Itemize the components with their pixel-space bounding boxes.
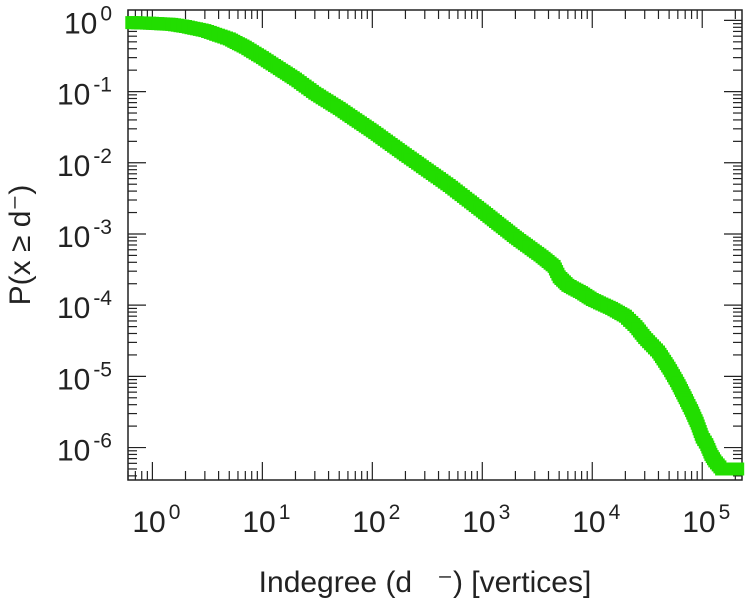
y-tick-label: 10 -1 [57,74,112,112]
x-axis-label: Indegree (d ⁻) [vertices] [259,566,592,599]
y-axis-label: P(x ≥ d⁻) [4,185,37,306]
x-tick-label: 10 0 [132,501,180,539]
y-tick-label: 10 0 [64,2,112,40]
x-tick-label: 10 2 [352,501,400,539]
y-tick-label: 10 -5 [57,358,112,396]
y-tick-label: 10 -4 [57,287,112,325]
data-series [125,16,745,476]
x-tick-label: 10 3 [462,501,510,539]
x-tick-label: 10 5 [682,501,730,539]
y-tick-label: 10 -2 [57,145,112,183]
x-tick-labels: 10 0 10 1 10 2 10 3 10 4 10 5 [132,501,730,539]
data-point [731,462,745,476]
plot-frame [127,9,743,481]
y-tick-label: 10 -3 [57,216,112,254]
y-tick-label: 10 -6 [57,430,112,468]
x-tick-label: 10 4 [572,501,620,539]
axis-ticks [127,10,742,480]
x-tick-label: 10 1 [242,501,290,539]
